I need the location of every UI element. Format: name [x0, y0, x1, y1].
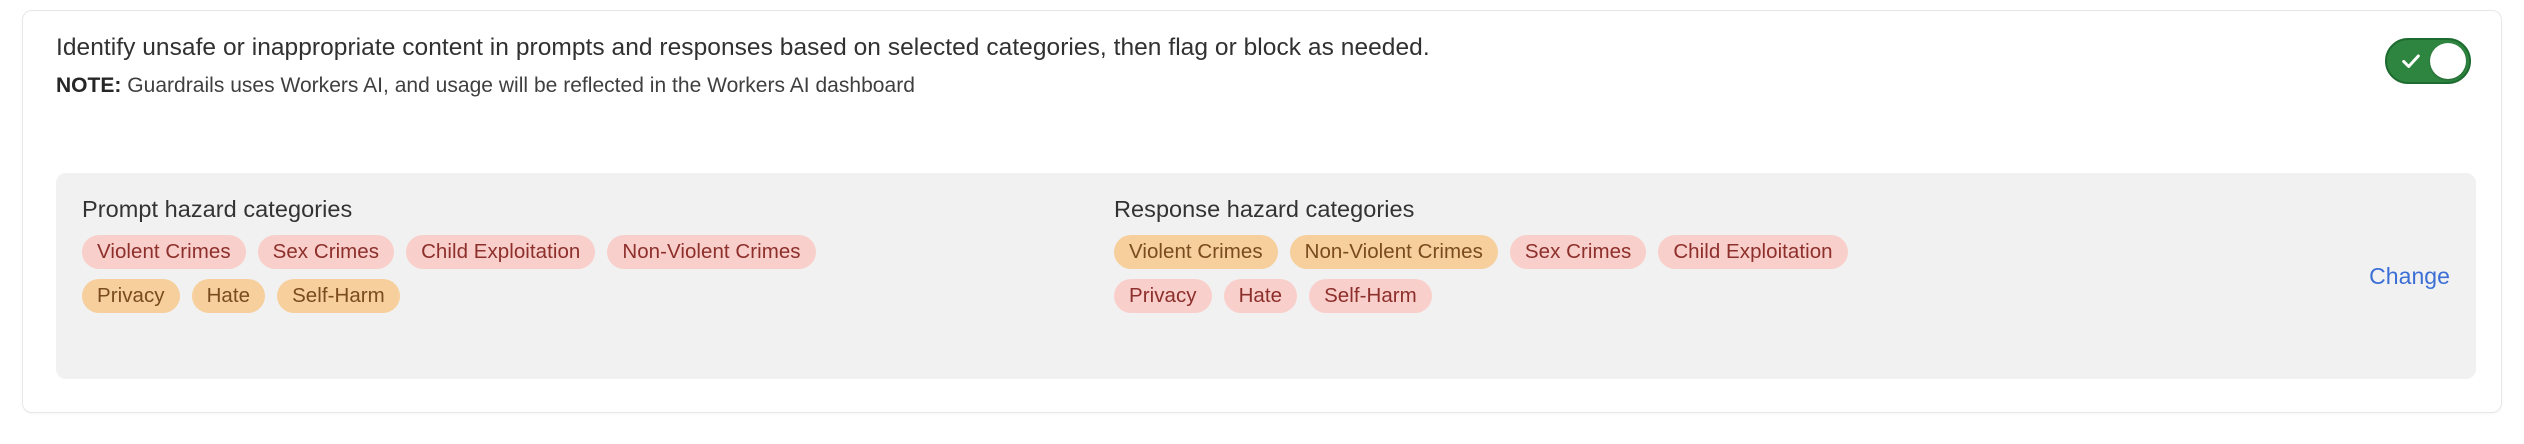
note-label: NOTE:: [56, 74, 122, 97]
response-hazard-pills: Violent Crimes Non-Violent Crimes Sex Crim…: [1114, 235, 1848, 313]
hazard-category-pill: Sex Crimes: [1509, 235, 1647, 269]
hazard-category-pill: Child Exploitation: [406, 235, 596, 269]
hazard-category-pill: Violent Crimes: [1114, 235, 1278, 269]
hazard-category-pill: Self-Harm: [277, 279, 400, 313]
prompt-hazard-title: Prompt hazard categories: [82, 196, 353, 222]
guardrails-enabled-toggle[interactable]: [2385, 38, 2471, 84]
note-text: Guardrails uses Workers AI, and usage wi…: [121, 74, 915, 97]
hazard-category-pill: Self-Harm: [1309, 279, 1432, 313]
card-description: Identify unsafe or inappropriate content…: [56, 34, 1430, 61]
hazard-category-pill: Non-Violent Crimes: [607, 235, 816, 269]
toggle-container: [2381, 37, 2471, 85]
pill-row: Privacy Hate Self-Harm: [82, 279, 816, 313]
response-hazard-title: Response hazard categories: [1114, 196, 1415, 222]
hazard-category-pill: Hate: [1223, 279, 1298, 313]
card-header: Identify unsafe or inappropriate content…: [23, 11, 2501, 99]
change-categories-link[interactable]: Change: [2369, 263, 2450, 289]
hazard-category-pill: Privacy: [1114, 279, 1212, 313]
card-note: NOTE: Guardrails uses Workers AI, and us…: [56, 73, 2471, 99]
guardrails-card: Identify unsafe or inappropriate content…: [22, 10, 2502, 413]
hazard-category-pill: Child Exploitation: [1658, 235, 1848, 269]
hazard-category-pill: Sex Crimes: [257, 235, 395, 269]
hazard-category-pill: Privacy: [82, 279, 180, 313]
hazard-category-pill: Hate: [191, 279, 266, 313]
hazard-categories-panel: Prompt hazard categories Violent Crimes S…: [56, 173, 2476, 379]
pill-row: Violent Crimes Sex Crimes Child Exploitati…: [82, 235, 816, 269]
prompt-hazard-pills: Violent Crimes Sex Crimes Child Exploitati…: [82, 235, 816, 313]
check-icon: [2402, 54, 2420, 68]
hazard-category-pill: Non-Violent Crimes: [1289, 235, 1498, 269]
pill-row: Violent Crimes Non-Violent Crimes Sex Crim…: [1114, 235, 1848, 269]
toggle-knob: [2430, 43, 2466, 79]
response-hazard-column: Response hazard categories Violent Crime…: [1114, 195, 1848, 323]
prompt-hazard-column: Prompt hazard categories Violent Crimes S…: [82, 195, 816, 323]
pill-row: Privacy Hate Self-Harm: [1114, 279, 1848, 313]
hazard-category-pill: Violent Crimes: [82, 235, 246, 269]
